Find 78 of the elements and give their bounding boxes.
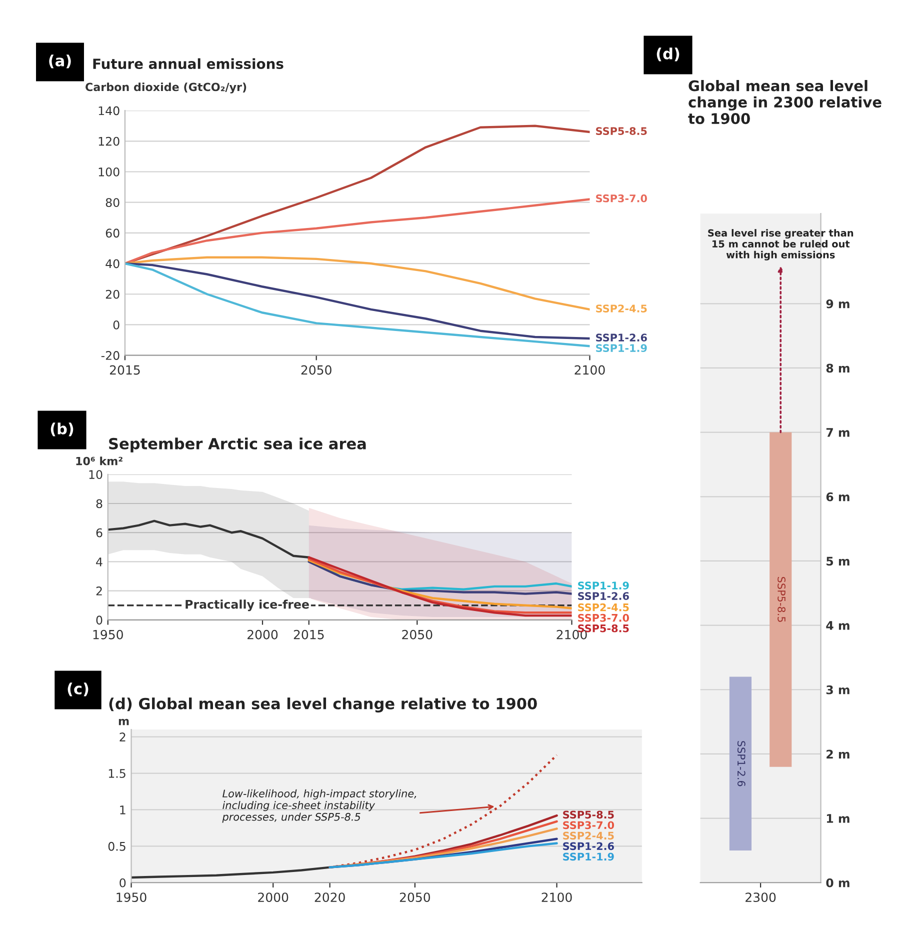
y-tick-label: 60	[106, 228, 120, 238]
text: (a)	[49, 54, 71, 68]
text: (b)	[50, 422, 74, 436]
series-label: SSP5-8.5	[596, 127, 647, 136]
y-tick-label: 10	[89, 470, 102, 480]
x-tick-label: 1950	[116, 892, 146, 902]
series-label: SSP1-2.6	[737, 741, 746, 786]
y-axis-title: 10⁶ km²	[76, 456, 122, 466]
series-label: SSP2-4.5	[563, 832, 614, 840]
x-tick-label: 2300	[746, 892, 776, 902]
y-tick-label: 0	[96, 616, 102, 625]
y-tick-label: 2	[96, 586, 102, 596]
y-tick-label: 8	[96, 499, 102, 508]
y-tick-label: 2	[120, 732, 126, 742]
line-series	[124, 198, 590, 265]
text: (d)	[656, 48, 680, 62]
y-tick-label: 100	[98, 167, 120, 176]
y-tick-label: 8 m	[826, 364, 850, 373]
y-tick-label: 80	[106, 198, 120, 207]
chart-title: (d) Global mean sea level change relative to 1900	[109, 698, 537, 712]
series-label: SSP2-4.5	[596, 304, 647, 312]
series-label: SSP1-2.6	[596, 334, 647, 342]
y-tick-label: 20	[106, 290, 120, 299]
y-tick-label: 140	[98, 106, 120, 116]
y-tick-label: 9 m	[826, 299, 850, 308]
y-tick-label: -20	[101, 351, 120, 360]
y-tick-label: 1	[120, 806, 126, 814]
x-tick-label: 2100	[542, 892, 572, 902]
y-tick-label: 3 m	[826, 685, 850, 694]
x-tick-label: 2000	[258, 892, 288, 902]
series-label: SSP1-2.6	[563, 842, 614, 850]
line-series	[108, 520, 310, 558]
y-tick-label: 6 m	[826, 492, 850, 502]
series-label: SSP3-7.0	[578, 614, 630, 622]
y-tick-label: 7 m	[826, 428, 850, 437]
x-tick-label: 2050	[400, 892, 430, 902]
series-label: SSP1-1.9	[563, 852, 614, 861]
y-tick-label: 0	[120, 878, 126, 888]
y-tick-label: 6	[96, 528, 102, 538]
y-axis-title: m	[118, 718, 129, 726]
text: (c)	[68, 682, 88, 696]
y-tick-label: 0	[113, 320, 120, 330]
y-tick-label: 1 m	[826, 814, 850, 823]
chart-title: September Arctic sea ice area	[109, 438, 366, 452]
series-label: SSP1-1.9	[596, 344, 647, 352]
x-tick-label: 2050	[402, 630, 432, 640]
series-label: SSP3-7.0	[596, 194, 647, 202]
y-axis-title: Carbon dioxide (GtCO₂/yr)	[86, 82, 246, 94]
series-label: SSP2-4.5	[578, 603, 629, 612]
y-tick-label: 5 m	[826, 556, 850, 566]
chart-title: Global mean sea level change in 2300 relative to 1900	[688, 80, 882, 124]
series-label: SSP5-8.5	[563, 810, 614, 819]
y-tick-label: 1.5	[108, 769, 126, 778]
series-label: SSP5-8.5	[778, 577, 786, 622]
x-tick-label: 2100	[574, 365, 605, 375]
line-series	[124, 256, 590, 311]
y-tick-label: 0 m	[826, 878, 850, 888]
series-label: SSP1-1.9	[578, 582, 629, 590]
y-tick-label: 40	[106, 259, 120, 268]
x-tick-label: 2050	[301, 365, 332, 375]
y-tick-label: 120	[98, 136, 120, 146]
line-series	[308, 560, 572, 595]
series-label: SSP3-7.0	[563, 821, 614, 830]
y-tick-label: 2 m	[826, 750, 850, 758]
annotation: Sea level rise greater than 15 m cannot be ruled out with high emissions	[708, 229, 854, 260]
x-tick-label: 2015	[110, 365, 140, 375]
x-tick-label: 2020	[314, 892, 345, 902]
chart-title: Future annual emissions	[93, 58, 284, 70]
line-series	[131, 866, 331, 879]
x-tick-label: 2000	[248, 630, 278, 640]
y-tick-label: 0.5	[108, 842, 126, 851]
x-tick-label: 1950	[93, 630, 123, 640]
series-label: SSP1-2.6	[578, 592, 629, 600]
ref-line-label: Practically ice-free	[186, 600, 309, 612]
y-tick-label: 4 m	[826, 621, 850, 630]
y-tick-label: 4	[96, 558, 102, 566]
x-tick-label: 2015	[294, 630, 324, 640]
annotation: Low-likelihood, high-impact storyline, including ice-sheet instability processes, under SSP5-8.5	[222, 789, 416, 823]
